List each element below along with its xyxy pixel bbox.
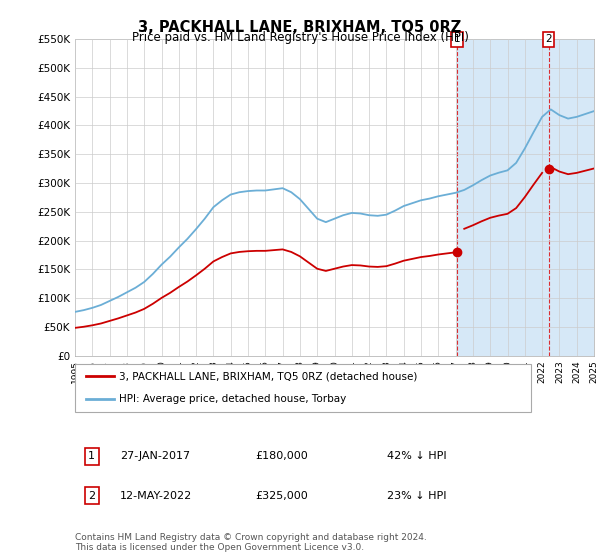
Text: £325,000: £325,000 (255, 491, 308, 501)
Text: This data is licensed under the Open Government Licence v3.0.: This data is licensed under the Open Gov… (75, 543, 364, 552)
Text: 27-JAN-2017: 27-JAN-2017 (120, 451, 190, 461)
Text: Price paid vs. HM Land Registry's House Price Index (HPI): Price paid vs. HM Land Registry's House … (131, 31, 469, 44)
Text: 2: 2 (545, 34, 552, 44)
Text: Contains HM Land Registry data © Crown copyright and database right 2024.: Contains HM Land Registry data © Crown c… (75, 533, 427, 542)
Bar (457, 39, 594, 356)
Text: 3, PACKHALL LANE, BRIXHAM, TQ5 0RZ (detached house): 3, PACKHALL LANE, BRIXHAM, TQ5 0RZ (deta… (119, 371, 417, 381)
Text: £180,000: £180,000 (255, 451, 308, 461)
Text: 12-MAY-2022: 12-MAY-2022 (120, 491, 192, 501)
Text: 23% ↓ HPI: 23% ↓ HPI (387, 491, 446, 501)
Text: 1: 1 (88, 451, 95, 461)
Text: 2: 2 (88, 491, 95, 501)
Text: 3, PACKHALL LANE, BRIXHAM, TQ5 0RZ: 3, PACKHALL LANE, BRIXHAM, TQ5 0RZ (139, 20, 461, 35)
Text: HPI: Average price, detached house, Torbay: HPI: Average price, detached house, Torb… (119, 394, 346, 404)
Text: 42% ↓ HPI: 42% ↓ HPI (387, 451, 446, 461)
Text: 1: 1 (454, 34, 460, 44)
